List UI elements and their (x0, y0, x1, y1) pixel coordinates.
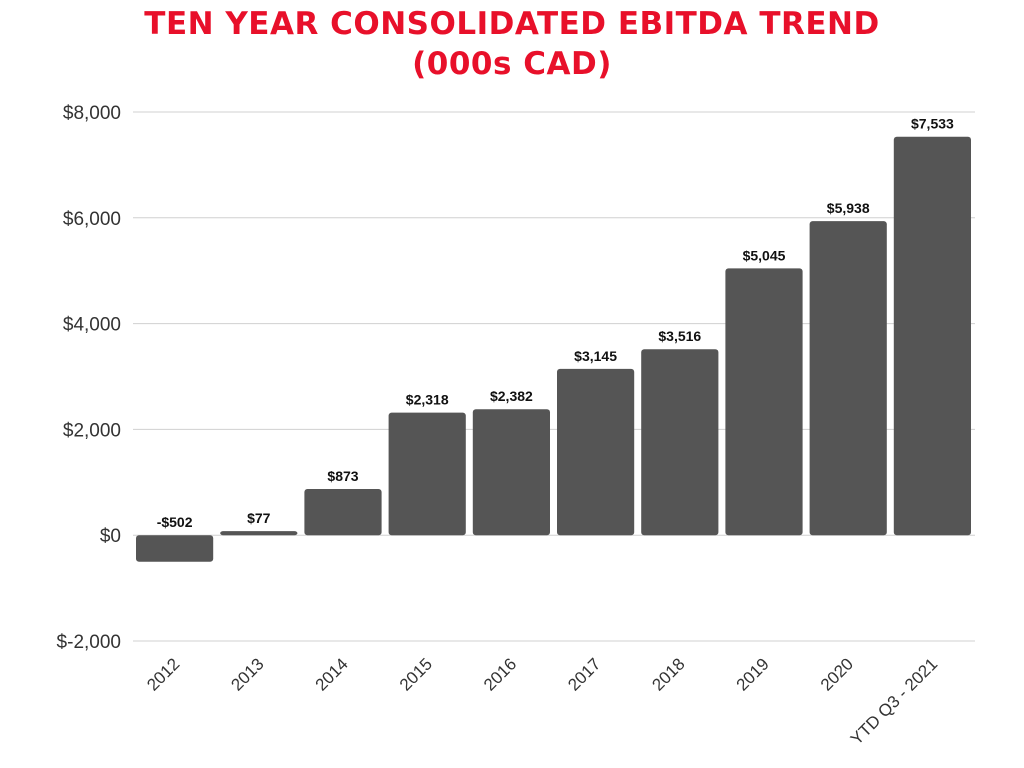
y-tick-label: $8,000 (63, 103, 121, 124)
bar-2017 (557, 368, 635, 536)
bar-2014 (304, 489, 382, 536)
x-tick-label: 2017 (564, 654, 604, 694)
x-tick-label: YTD Q3 - 2021 (847, 654, 941, 748)
data-label: $3,516 (658, 328, 701, 344)
chart-subtitle: (000s CAD) (412, 46, 612, 82)
bar-2016 (472, 409, 550, 536)
x-tick-label: 2018 (648, 654, 688, 694)
bar-2013 (220, 531, 298, 536)
bar-ytdq3-2021 (893, 136, 971, 536)
bar-2018 (641, 349, 719, 536)
bar-2020 (809, 221, 887, 536)
x-tick-label: 2014 (312, 654, 352, 694)
chart-title: TEN YEAR CONSOLIDATED EBITDA TREND (144, 6, 880, 42)
bar-2015 (388, 412, 466, 536)
y-tick-label: $-2,000 (57, 632, 121, 653)
x-tick-label: 2012 (143, 654, 183, 694)
x-tick-label: 2016 (480, 654, 520, 694)
data-label: $5,045 (743, 247, 786, 263)
y-tick-label: $2,000 (63, 420, 121, 441)
data-label: $2,382 (490, 388, 533, 404)
y-tick-label: $6,000 (63, 209, 121, 230)
y-tick-label: $4,000 (63, 315, 121, 336)
data-label: -$502 (157, 514, 193, 530)
data-label: $873 (327, 468, 358, 484)
x-tick-label: 2015 (396, 654, 436, 694)
data-label: $3,145 (574, 348, 617, 364)
data-label: $2,318 (406, 392, 449, 408)
x-tick-label: 2019 (733, 654, 773, 694)
data-label: $77 (247, 510, 271, 526)
bar-2012 (136, 535, 214, 562)
x-tick-label: 2020 (817, 654, 857, 694)
data-label: $7,533 (911, 116, 954, 132)
y-tick-label: $0 (100, 526, 121, 547)
x-tick-label: 2013 (227, 654, 267, 694)
chart-title-block: TEN YEAR CONSOLIDATED EBITDA TREND (000s… (0, 4, 1024, 84)
data-label: $5,938 (827, 200, 870, 216)
bar-2019 (725, 268, 803, 536)
